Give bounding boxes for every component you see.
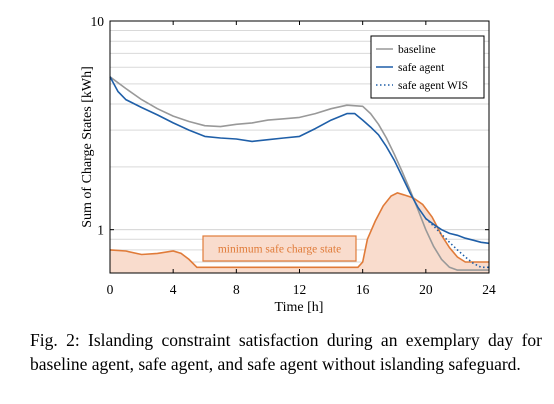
- legend-label: safe agent WIS: [398, 80, 468, 92]
- axis-ticks: 0 4 8 12 16 20 24 1 10: [91, 14, 497, 297]
- baseline-line: [109, 76, 489, 271]
- annotation-label: minimum safe charge state: [218, 244, 341, 256]
- x-axis-label: Time [h]: [275, 300, 324, 315]
- min-safe-charge-line: [109, 192, 489, 269]
- x-tick-label: 4: [170, 282, 177, 297]
- annotation-box: minimum safe charge state: [202, 235, 357, 262]
- x-tick-label: 20: [419, 282, 433, 297]
- safe-agent-line: [109, 76, 490, 245]
- y-tick-label: 1: [97, 223, 104, 238]
- legend-label: baseline: [398, 44, 436, 56]
- x-tick-label: 12: [293, 282, 307, 297]
- y-tick-label: 10: [91, 14, 105, 29]
- legend: baseline safe agent safe agent WIS: [370, 35, 485, 99]
- line-chart: 0 4 8 12 16 20 24 1 10 minimum safe charge state…: [80, 14, 497, 315]
- x-tick-label: 16: [356, 282, 370, 297]
- line-layer: [109, 76, 490, 271]
- min-safe-charge-area: [110, 192, 489, 273]
- x-tick-label: 8: [233, 282, 240, 297]
- x-tick-label: 0: [107, 282, 114, 297]
- area-layer: [110, 192, 489, 273]
- safe-agent-wis-line: [425, 218, 489, 269]
- legend-label: safe agent: [398, 62, 445, 74]
- legend-items: baseline safe agent safe agent WIS: [376, 44, 468, 92]
- figure-caption: Fig. 2: Islanding constraint satisfactio…: [30, 330, 542, 374]
- y-axis-label: Sum of Charge States [kWh]: [80, 66, 95, 228]
- x-tick-label: 24: [482, 282, 496, 297]
